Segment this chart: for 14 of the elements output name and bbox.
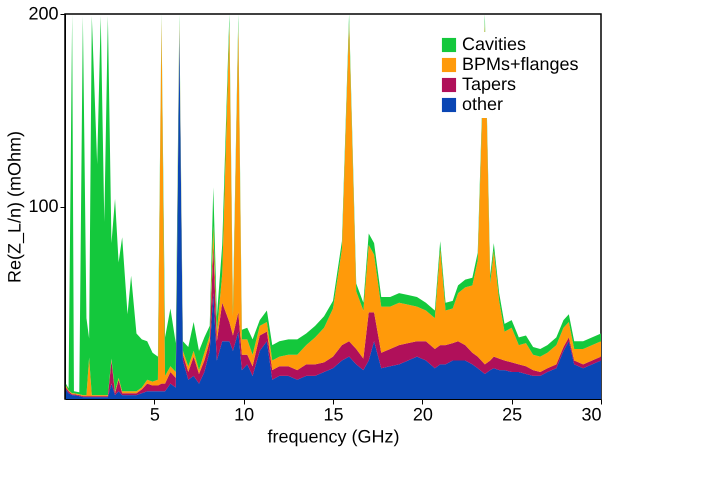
legend-label: other	[462, 94, 504, 114]
x-tick-label: 15	[323, 404, 344, 424]
legend-label: Tapers	[462, 74, 516, 94]
x-tick-label: 10	[234, 404, 254, 424]
y-axis-title: Re(Z_L/n) (mOhm)	[4, 130, 24, 284]
y-tick-label: 200	[28, 4, 58, 24]
x-tick-label: 30	[581, 404, 602, 424]
legend-label: Cavities	[462, 34, 526, 54]
legend-label: BPMs+flanges	[462, 54, 579, 74]
x-tick-label: 25	[502, 404, 522, 424]
x-axis-title: frequency (GHz)	[267, 426, 400, 446]
y-tick-label: 100	[28, 196, 58, 216]
x-tick-label: 20	[412, 404, 433, 424]
x-tick-label: 5	[150, 404, 160, 424]
